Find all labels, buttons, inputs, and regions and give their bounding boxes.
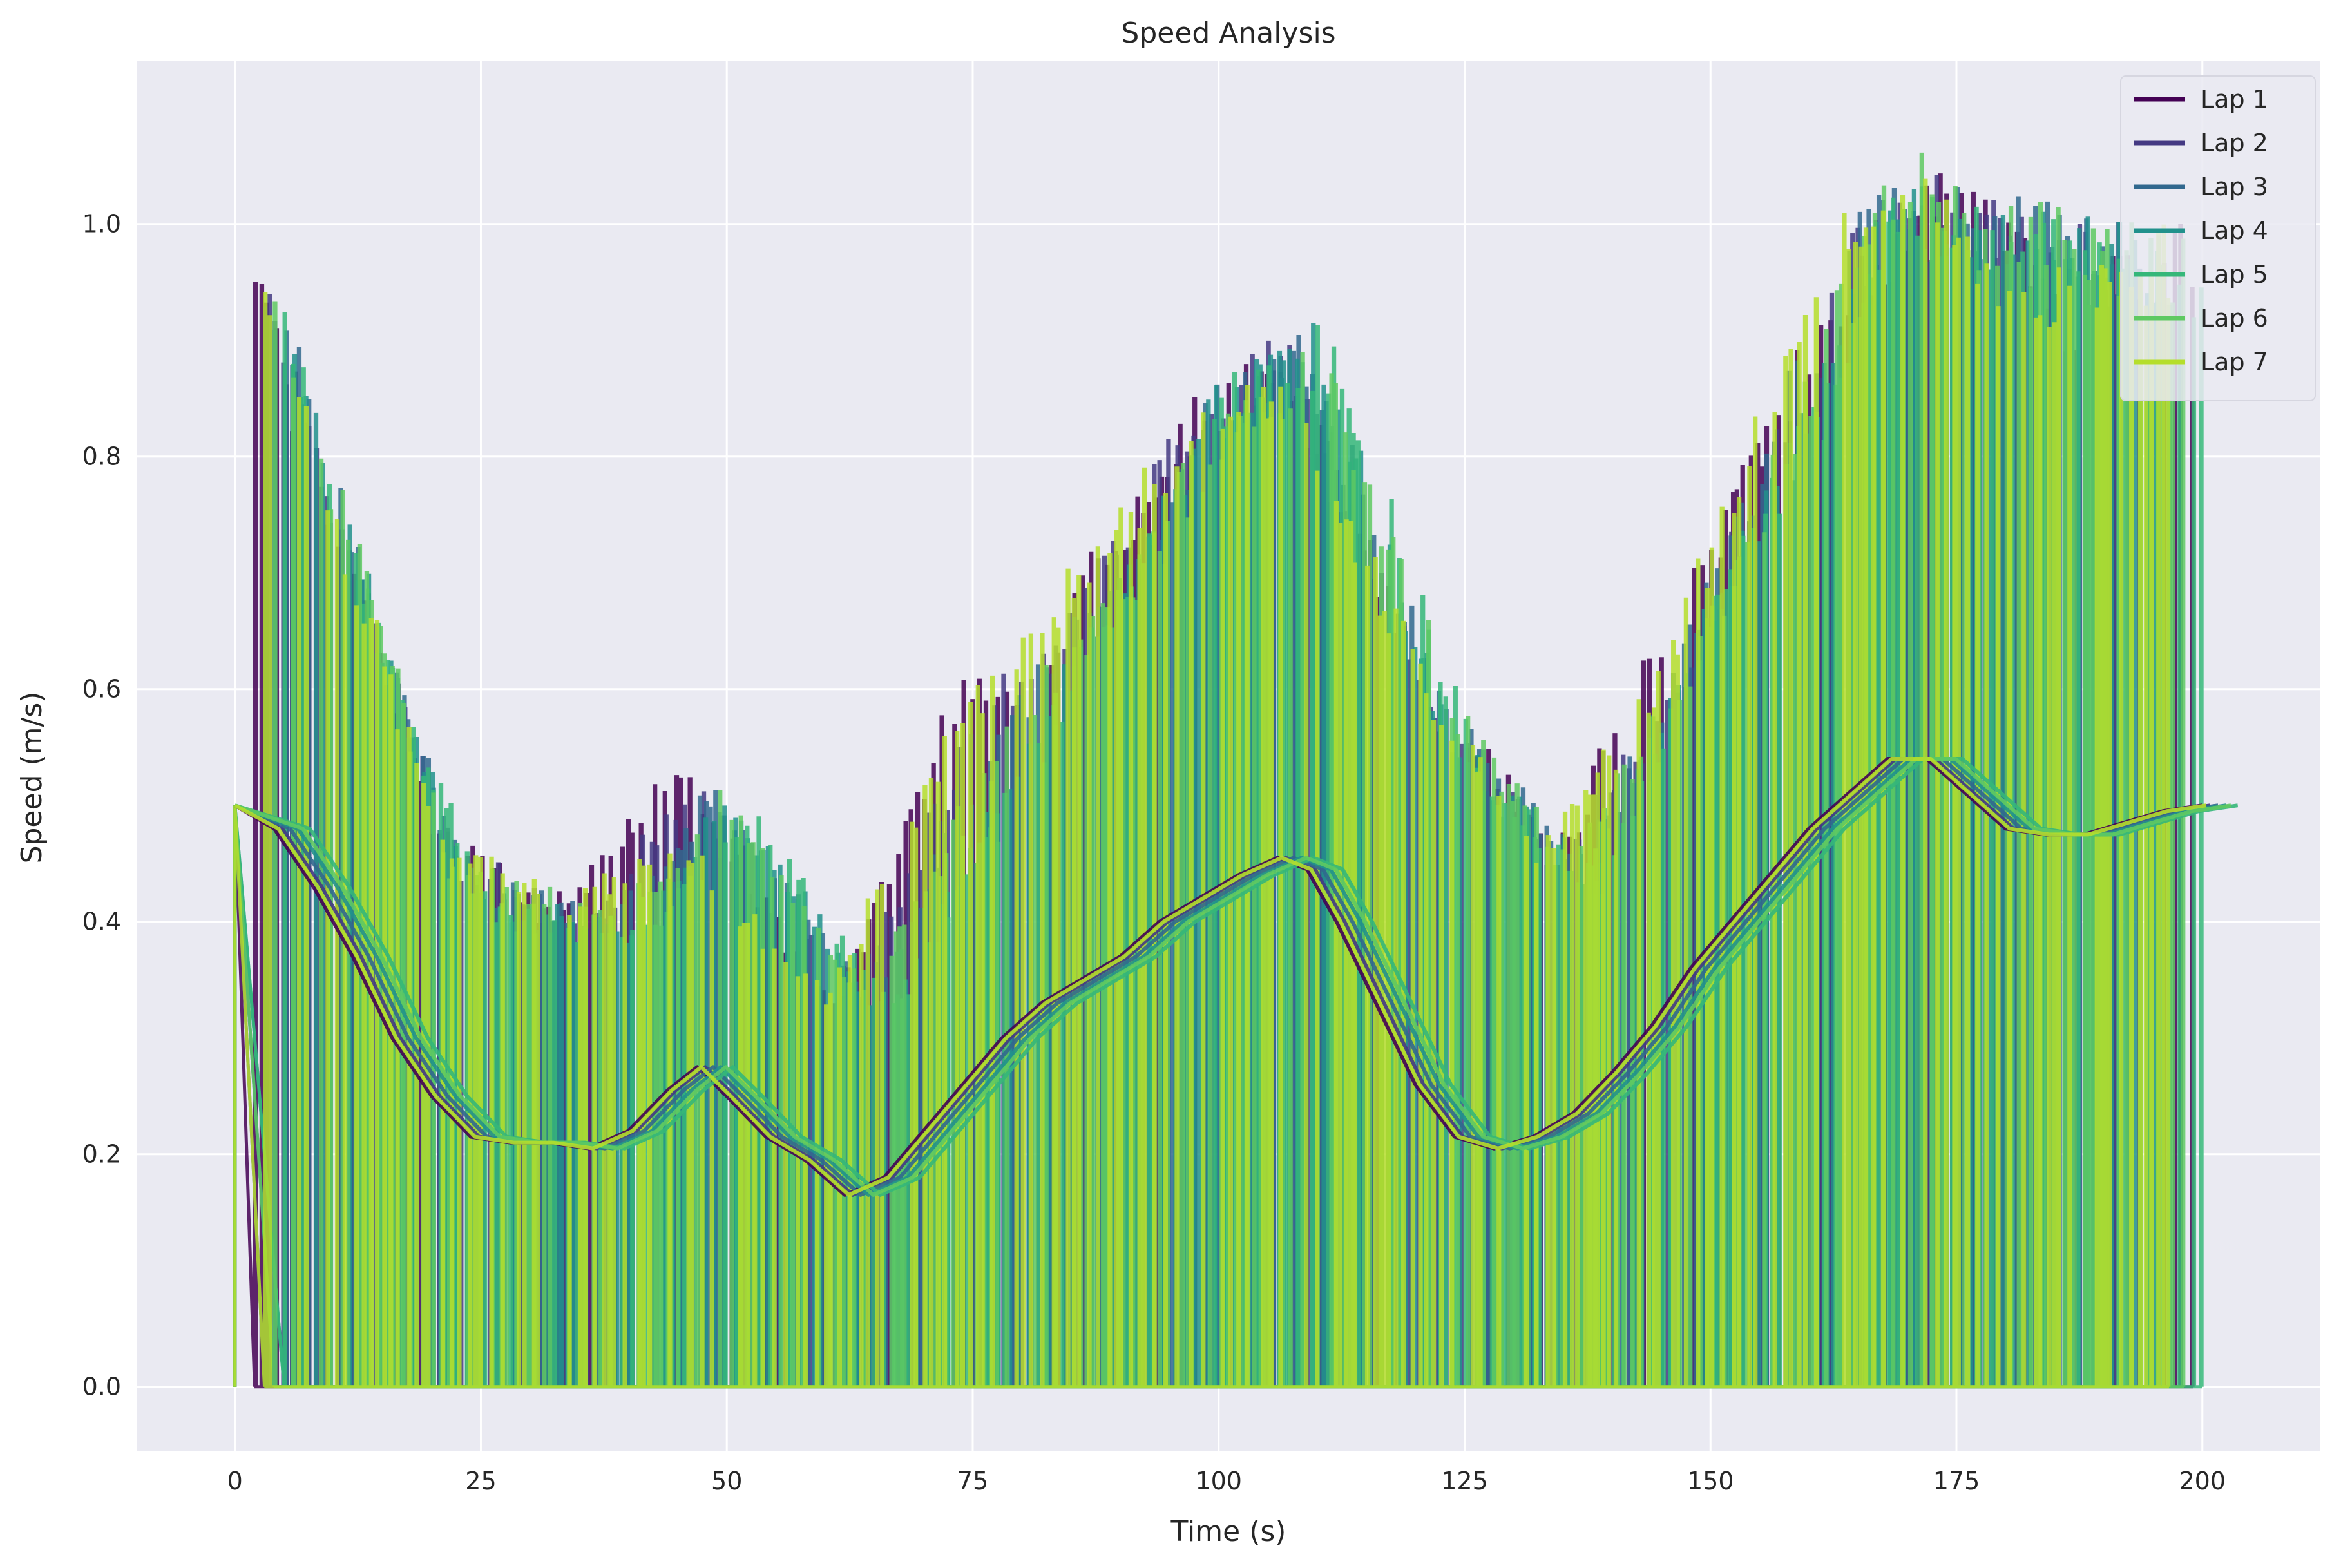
x-tick-label: 0	[227, 1467, 243, 1495]
y-tick-label: 0.8	[82, 443, 121, 471]
y-axis-label: Speed (m/s)	[15, 692, 48, 864]
legend-entry-label: Lap 1	[2201, 85, 2268, 113]
legend-entry-label: Lap 7	[2201, 348, 2268, 376]
series-smoothed-lines	[234, 757, 2239, 1197]
series-raw-7	[233, 178, 2171, 1389]
series-smooth-7	[234, 757, 2207, 1197]
x-tick-label: 75	[957, 1467, 988, 1495]
x-tick-label: 100	[1195, 1467, 1242, 1495]
legend-entry-label: Lap 3	[2201, 173, 2268, 201]
x-tick-label: 125	[1441, 1467, 1488, 1495]
x-tick-label: 175	[1933, 1467, 1980, 1495]
legend-entry-label: Lap 5	[2201, 260, 2268, 289]
y-tick-label: 0.2	[82, 1140, 121, 1169]
x-tick-label: 50	[711, 1467, 742, 1495]
legend: Lap 1 Lap 2 Lap 3 Lap 4 Lap 5 Lap 6 Lap 7	[2120, 75, 2316, 401]
legend-entry-label: Lap 4	[2201, 216, 2268, 245]
y-tick-label: 0.6	[82, 675, 121, 703]
y-tick-label: 0.4	[82, 908, 121, 936]
legend-entry-label: Lap 6	[2201, 304, 2268, 332]
x-tick-label: 25	[465, 1467, 496, 1495]
y-axis-ticks: 0.0 0.2 0.4 0.6 0.8 1.0	[82, 210, 121, 1401]
x-tick-label: 150	[1687, 1467, 1734, 1495]
y-tick-label: 1.0	[82, 210, 121, 238]
x-axis-ticks: 0 25 50 75 100 125 150 175 200	[227, 1467, 2226, 1495]
y-tick-label: 0.0	[82, 1373, 121, 1401]
chart-title: Speed Analysis	[1121, 17, 1335, 50]
legend-entry-label: Lap 2	[2201, 129, 2268, 157]
x-tick-label: 200	[2179, 1467, 2226, 1495]
x-axis-label: Time (s)	[1170, 1515, 1286, 1548]
